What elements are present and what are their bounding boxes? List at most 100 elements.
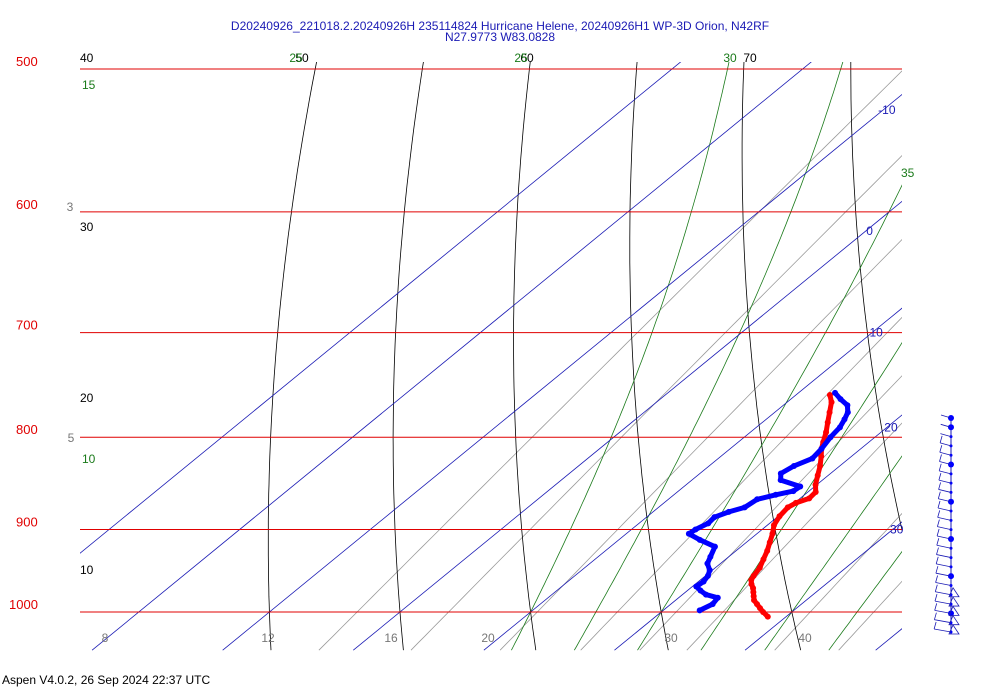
wind-barb-feather	[937, 510, 941, 518]
moist-adiabat-line	[511, 62, 730, 651]
dewpoint-point	[809, 455, 816, 462]
wind-barb	[936, 554, 952, 558]
temperature-point	[826, 409, 833, 416]
isotherm-line	[875, 628, 902, 651]
temperature-point	[784, 504, 791, 511]
pressure-label: 800	[16, 422, 38, 437]
dewpoint-point	[844, 409, 851, 416]
dry-adiabat-label: 30	[80, 220, 94, 234]
temperature-point	[750, 572, 757, 579]
wind-barb-feather	[938, 463, 942, 471]
temperature-trace	[748, 392, 834, 620]
wind-barb	[934, 619, 952, 624]
dry-adiabat-label: 10	[80, 563, 94, 577]
temperature-point	[776, 513, 783, 520]
chart-title: D20240926_221018.2.20240926H 235114824 H…	[230, 19, 770, 33]
mixing-ratio-label: 40	[798, 631, 812, 645]
temperature-point	[823, 429, 830, 436]
temperature-point	[769, 530, 776, 537]
temperature-point	[814, 472, 821, 479]
dewpoint-point	[797, 483, 804, 490]
temperature-point	[818, 453, 825, 460]
moist-adiabat-line	[573, 62, 844, 651]
wind-barb-feather	[938, 473, 942, 481]
wind-barb	[934, 628, 952, 633]
dewpoint-point	[790, 463, 797, 470]
temperature-point	[826, 391, 833, 398]
dewpoint-point	[790, 488, 797, 495]
wind-pennant	[948, 614, 960, 626]
wind-barb	[938, 489, 952, 493]
dewpoint-point	[777, 470, 784, 477]
isotherm-line	[222, 94, 902, 651]
wind-barb	[936, 544, 952, 549]
wind-barb	[938, 498, 952, 503]
wind-barb	[939, 451, 952, 456]
wind-barb	[940, 423, 952, 428]
mixing-ratio-label: 30	[664, 631, 678, 645]
dry-adiabat-line	[267, 62, 317, 651]
dewpoint-point	[714, 594, 721, 601]
moist-adiabat-label: 15	[82, 78, 96, 92]
moist-adiabat-label: 10	[82, 452, 96, 466]
dewpoint-point	[709, 601, 716, 608]
temperature-point	[756, 564, 763, 571]
dewpoint-point	[705, 520, 712, 527]
wind-barb	[940, 433, 952, 437]
isotherm-line	[744, 521, 902, 651]
dry-adiabat-label: 70	[743, 51, 757, 65]
temperature-point	[806, 495, 813, 502]
temperature-point	[812, 481, 819, 488]
wind-pennant	[948, 624, 960, 635]
moist-adiabat-line	[828, 550, 902, 651]
pressure-label: 700	[16, 318, 38, 333]
wind-barb	[939, 470, 952, 475]
wind-barb-feather	[934, 584, 938, 592]
dewpoint-point	[837, 396, 844, 403]
pressure-label: 600	[16, 197, 38, 212]
wind-pennant	[948, 586, 960, 598]
dewpoint-point	[697, 587, 704, 594]
wind-barb-feather	[938, 482, 941, 490]
wind-barb-feather	[933, 621, 937, 630]
dewpoint-point	[711, 543, 718, 550]
dry-adiabat-line	[392, 62, 424, 651]
dewpoint-point	[685, 530, 692, 537]
wind-pennant	[948, 596, 960, 607]
mixing-ratio-label: 20	[481, 631, 495, 645]
wind-barb-feather	[934, 603, 938, 611]
temperature-point	[770, 522, 777, 529]
chart-labels: 500 600 700 800 900 1000 -10 0 10 20 30 40 30 20 10 50 6…	[9, 51, 915, 645]
isotherm-label: 0	[866, 224, 873, 238]
mixing-ratio-line	[318, 70, 902, 651]
dewpoint-point	[707, 553, 714, 560]
wind-barb	[937, 516, 952, 521]
dry-adiabat-label: 60	[520, 51, 534, 65]
mixing-ratio-line	[838, 580, 902, 651]
mixing-ratio-line	[774, 512, 902, 651]
dewpoint-point	[772, 491, 779, 498]
temperature-point	[766, 539, 773, 546]
wind-barb	[934, 600, 952, 605]
dry-adiabat-line	[513, 62, 537, 651]
dewpoint-point	[754, 496, 761, 503]
dry-adiabat-line	[957, 53, 1000, 650]
mixing-ratio-label: 5	[68, 431, 75, 445]
dewpoint-point	[706, 567, 713, 574]
dewpoint-point	[696, 536, 703, 543]
dewpoint-point	[827, 434, 834, 441]
moist-adiabat-label: 25	[514, 51, 528, 65]
wind-pennant	[948, 605, 960, 616]
wind-barb	[937, 526, 952, 531]
mixing-ratio-line	[410, 155, 902, 651]
wind-barb	[939, 461, 952, 465]
temperature-point	[817, 463, 824, 470]
dewpoint-point	[703, 591, 710, 598]
wind-barb	[935, 572, 952, 577]
pressure-label: 1000	[9, 597, 38, 612]
dewpoint-point	[700, 578, 707, 585]
moist-adiabat-line	[764, 455, 902, 651]
chart-grid	[80, 53, 1000, 651]
dewpoint-point	[741, 504, 748, 511]
